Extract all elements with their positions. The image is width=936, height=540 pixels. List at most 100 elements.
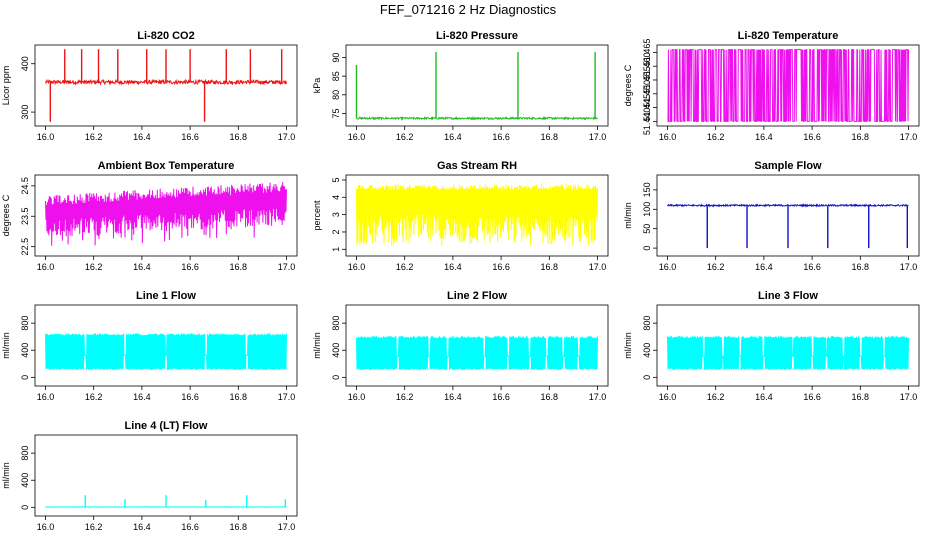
y-tick-label: 100: [642, 202, 652, 217]
x-tick-label: 16.8: [541, 392, 559, 402]
x-tick-label: 16.0: [659, 262, 677, 272]
x-tick-label: 16.4: [444, 132, 462, 142]
y-axis-label: ml/min: [1, 332, 11, 359]
y-tick-label: 51.445: [642, 94, 652, 122]
x-tick-label: 16.0: [348, 262, 366, 272]
x-tick-label: 17.0: [589, 262, 607, 272]
panel-box_temp: Ambient Box Temperature 16.0 16.2 16.4 16.6 1…: [1, 160, 298, 272]
panel-line4: Line 4 (LT) Flow 16.0 16.2 16.4 16.6 16.8 17.0…: [1, 420, 298, 532]
panel-title: Line 4 (LT) Flow: [125, 420, 208, 432]
y-tick-label: 75: [331, 108, 341, 118]
x-tick-label: 16.6: [492, 262, 510, 272]
x-tick-label: 16.0: [37, 392, 55, 402]
panel-line3: Line 3 Flow 16.0 16.2 16.4 16.6 16.8 17.0 0 400 8…: [623, 290, 920, 402]
x-tick-label: 16.8: [852, 132, 870, 142]
x-tick-label: 16.2: [85, 392, 103, 402]
y-tick-label: 24.5: [20, 177, 30, 195]
x-tick-label: 16.2: [85, 132, 103, 142]
y-tick-label: 800: [20, 316, 30, 331]
x-tick-label: 16.6: [181, 132, 199, 142]
y-axis-label: ml/min: [623, 332, 633, 359]
panel-title: Li-820 Temperature: [738, 30, 839, 42]
x-tick-label: 16.8: [230, 132, 248, 142]
x-tick-label: 17.0: [589, 392, 607, 402]
panel-pressure: Li-820 Pressure 16.0 16.2 16.4 16.6 16.8 17.0 7…: [312, 30, 609, 142]
panel-title: Li-820 CO2: [137, 30, 194, 42]
series-line: [356, 115, 598, 122]
panel-title: Line 3 Flow: [758, 290, 818, 302]
y-tick-label: 90: [331, 53, 341, 63]
plot-frame: [34, 44, 298, 127]
y-tick-label: 400: [20, 56, 30, 71]
panel-co2: Li-820 CO2 16.0 16.2 16.4 16.6 16.8 17.0 300 400…: [1, 30, 298, 142]
y-tick-label: 800: [331, 316, 341, 331]
y-tick-label: 51.460: [642, 52, 652, 80]
x-tick-label: 16.8: [852, 392, 870, 402]
plot-frame: [345, 44, 609, 127]
x-tick-label: 16.8: [852, 262, 870, 272]
plot-frame: [345, 304, 609, 387]
series-line: [356, 335, 598, 370]
y-tick-label: 400: [20, 343, 30, 358]
y-tick-label: 50: [642, 224, 652, 234]
series-line: [45, 333, 287, 370]
x-tick-label: 16.4: [444, 392, 462, 402]
panel-rh: Gas Stream RH 16.0 16.2 16.4 16.6 16.8 17.0 1 2 3…: [312, 160, 609, 272]
panel-title: Li-820 Pressure: [436, 30, 518, 42]
x-tick-label: 16.4: [755, 132, 773, 142]
x-tick-label: 16.6: [803, 392, 821, 402]
series-line: [667, 335, 909, 370]
x-tick-label: 16.4: [755, 392, 773, 402]
x-tick-label: 16.4: [444, 262, 462, 272]
x-tick-label: 16.8: [230, 522, 248, 532]
y-axis-label: degrees C: [1, 194, 11, 236]
panel-title: Line 2 Flow: [447, 290, 507, 302]
y-tick-label: 0: [642, 375, 652, 380]
x-tick-label: 16.6: [181, 392, 199, 402]
y-tick-label: 400: [642, 343, 652, 358]
y-tick-label: 2: [331, 229, 341, 234]
x-tick-label: 16.4: [133, 392, 151, 402]
y-tick-label: 0: [642, 246, 652, 251]
x-tick-label: 17.0: [900, 392, 918, 402]
y-tick-label: 1: [331, 247, 341, 252]
x-tick-label: 16.0: [37, 132, 55, 142]
y-tick-label: 5: [331, 177, 341, 182]
y-tick-label: 23.5: [20, 207, 30, 225]
y-axis-label: percent: [312, 200, 322, 231]
x-tick-label: 16.2: [85, 522, 103, 532]
y-axis-label: ml/min: [1, 462, 11, 489]
y-tick-label: 800: [642, 316, 652, 331]
y-tick-label: 0: [331, 375, 341, 380]
x-tick-label: 16.2: [396, 392, 414, 402]
x-tick-label: 16.6: [181, 262, 199, 272]
x-tick-label: 16.8: [230, 262, 248, 272]
y-tick-label: 0: [20, 375, 30, 380]
x-tick-label: 17.0: [589, 132, 607, 142]
y-tick-label: 85: [331, 71, 341, 81]
x-tick-label: 17.0: [278, 392, 296, 402]
panel-title: Sample Flow: [754, 160, 822, 172]
x-tick-label: 16.0: [348, 132, 366, 142]
x-tick-label: 16.8: [541, 262, 559, 272]
y-axis-label: degrees C: [623, 64, 633, 106]
x-tick-label: 17.0: [278, 132, 296, 142]
y-tick-label: 4: [331, 195, 341, 200]
x-tick-label: 17.0: [900, 132, 918, 142]
y-tick-label: 51.455: [642, 66, 652, 94]
y-tick-label: 51.450: [642, 80, 652, 108]
panel-line1: Line 1 Flow 16.0 16.2 16.4 16.6 16.8 17.0 0 400 8…: [1, 290, 298, 402]
y-tick-label: 22.5: [20, 238, 30, 256]
x-tick-label: 16.0: [348, 392, 366, 402]
x-tick-label: 16.8: [230, 392, 248, 402]
figure-title: FEF_071216 2 Hz Diagnostics: [380, 2, 557, 17]
x-tick-label: 16.0: [37, 262, 55, 272]
y-tick-label: 3: [331, 212, 341, 217]
x-tick-label: 16.4: [133, 522, 151, 532]
plot-frame: [656, 304, 920, 387]
y-axis-label: Licor ppm: [1, 66, 11, 106]
x-tick-label: 17.0: [900, 262, 918, 272]
x-tick-label: 16.6: [492, 392, 510, 402]
x-tick-label: 16.4: [755, 262, 773, 272]
